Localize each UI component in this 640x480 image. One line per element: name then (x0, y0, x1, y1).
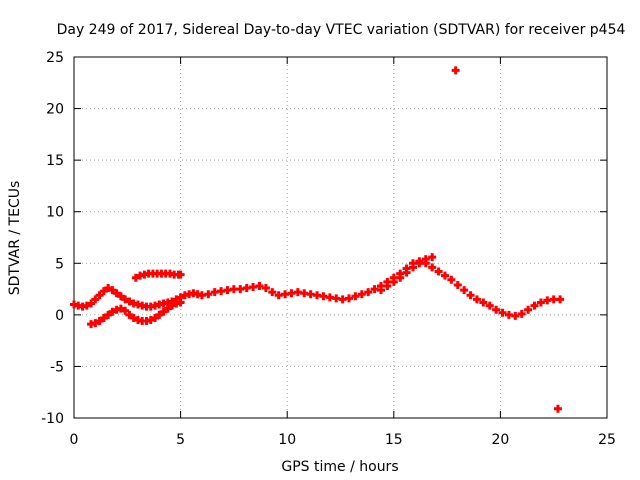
x-tick-label: 15 (385, 432, 403, 448)
y-tick-label: -10 (41, 411, 64, 427)
data-point (125, 297, 134, 306)
data-point (151, 313, 160, 322)
data-point (479, 298, 488, 307)
data-point (536, 298, 545, 307)
data-point (364, 288, 373, 297)
y-tick-label: -5 (50, 359, 64, 375)
data-point (99, 287, 108, 296)
data-point (255, 281, 264, 290)
data-point (159, 307, 168, 316)
data-point (511, 311, 520, 320)
data-point (440, 271, 449, 280)
data-point (95, 317, 104, 326)
data-point (492, 305, 501, 314)
data-point (87, 299, 96, 308)
chart-title: Day 249 of 2017, Sidereal Day-to-day VTE… (57, 22, 626, 38)
data-point (389, 277, 398, 286)
y-tick-label: 5 (55, 256, 64, 272)
data-point (447, 275, 456, 284)
data-point (383, 281, 392, 290)
y-tick-label: 15 (46, 153, 64, 169)
series-rising-branch (377, 253, 437, 295)
data-point (121, 306, 130, 315)
data-point (112, 289, 121, 298)
data-point (408, 263, 417, 272)
data-point (99, 313, 108, 322)
data-point (451, 66, 460, 75)
data-point (396, 273, 405, 282)
data-point (377, 286, 386, 295)
series-outliers (451, 66, 562, 413)
x-tick-label: 0 (70, 432, 79, 448)
data-point (498, 308, 507, 317)
data-point (129, 313, 138, 322)
data-point (421, 255, 430, 264)
data-point (176, 270, 185, 279)
data-point (204, 290, 213, 299)
y-axis-label: SDTVAR / TECUs (7, 181, 23, 296)
data-point (357, 290, 366, 299)
data-point (460, 286, 469, 295)
x-axis-label: GPS time / hours (281, 459, 398, 475)
axis-ticks: 0 5 10 15 20 25 -10 -5 0 5 10 15 20 25 (41, 50, 616, 448)
y-tick-label: 10 (46, 205, 64, 221)
series-upper-track (131, 269, 185, 282)
data-point (168, 301, 177, 310)
data-point (428, 263, 437, 272)
data-point (434, 267, 443, 276)
data-point (104, 284, 113, 293)
data-point (116, 292, 125, 301)
data-point (472, 295, 481, 304)
data-point (146, 316, 155, 325)
data-point (402, 268, 411, 277)
data-point (155, 310, 164, 319)
data-point (108, 286, 117, 295)
grid (74, 57, 607, 418)
data-point (125, 310, 134, 319)
data-point (466, 291, 475, 300)
data-point (163, 304, 172, 313)
x-tick-label: 20 (491, 432, 509, 448)
data-point (268, 288, 277, 297)
data-point (95, 291, 104, 300)
plot-frame (73, 56, 608, 419)
data-point (453, 280, 462, 289)
data-point (91, 319, 100, 328)
data-points (70, 66, 565, 413)
data-point (351, 292, 360, 301)
data-point (415, 259, 424, 268)
data-point (91, 295, 100, 304)
x-tick-label: 10 (278, 432, 296, 448)
data-point (517, 309, 526, 318)
y-tick-label: 25 (46, 50, 64, 66)
data-point (261, 284, 270, 293)
data-point (121, 295, 130, 304)
data-point (108, 307, 117, 316)
data-point (428, 253, 437, 262)
series-main-track (70, 257, 565, 320)
data-point (104, 310, 113, 319)
y-tick-label: 0 (55, 308, 64, 324)
data-point (116, 304, 125, 313)
data-point (556, 295, 565, 304)
x-tick-label: 25 (598, 432, 616, 448)
data-point (485, 301, 494, 310)
data-point (82, 301, 91, 310)
data-point (345, 294, 354, 303)
data-point (131, 273, 140, 282)
data-point (524, 305, 533, 314)
data-point (530, 301, 539, 310)
data-point (553, 404, 562, 413)
y-tick-label: 20 (46, 102, 64, 118)
x-tick-label: 5 (176, 432, 185, 448)
data-point (176, 298, 185, 307)
series-secondary-track (87, 298, 185, 329)
